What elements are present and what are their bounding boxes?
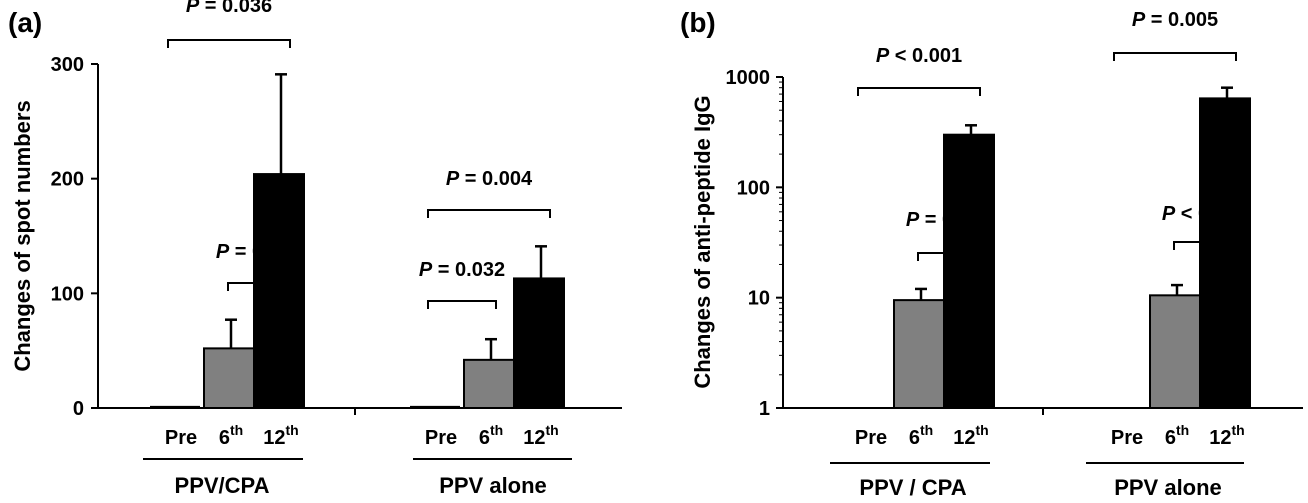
bar [1149, 294, 1201, 409]
bar [893, 299, 945, 409]
significance-label: P = 0.036 [186, 0, 272, 17]
bar [943, 133, 995, 409]
group-name: PPV alone [1114, 475, 1222, 500]
x-category-label: 12th [263, 422, 298, 449]
x-category-label: 6th [219, 422, 243, 449]
significance-bracket [167, 39, 291, 48]
p-symbol: P [419, 259, 433, 281]
p-symbol: P [446, 168, 460, 190]
x-category-superscript: th [976, 422, 989, 438]
significance-bracket [857, 87, 981, 96]
p-value: = 0.036 [199, 0, 272, 17]
x-category-superscript: th [490, 422, 503, 438]
significance-label: P < 0.001 [1162, 203, 1248, 225]
group-name: PPV/CPA [175, 473, 270, 498]
p-value: = 0.032 [432, 259, 505, 281]
p-symbol: P [216, 241, 230, 263]
x-category-label: 6th [479, 422, 503, 449]
p-value: < 0.001 [889, 45, 962, 67]
p-value: < 0.001 [1175, 203, 1248, 225]
p-symbol: P [906, 209, 920, 231]
p-value: = 0.005 [1145, 9, 1218, 31]
group-name: PPV alone [439, 473, 547, 498]
significance-bracket [1173, 241, 1237, 250]
x-category-label: 6th [909, 422, 933, 449]
p-symbol: P [1162, 203, 1176, 225]
x-category-label: Pre [165, 427, 197, 449]
significance-label: P = 0.004 [446, 168, 533, 190]
y-axis-label: Changes of spot numbers [10, 100, 35, 371]
x-category-superscript: th [1232, 422, 1245, 438]
p-symbol: P [186, 0, 200, 17]
p-value: = 0.007 [919, 209, 992, 231]
panel-label: (b) [680, 7, 716, 38]
x-category-superscript: th [546, 422, 559, 438]
significance-bracket [427, 209, 551, 218]
panel-label: (a) [8, 7, 42, 38]
significance-label: P = 0.007 [906, 209, 992, 231]
y-tick-label: 100 [737, 177, 770, 199]
panel-a: (a) Changes of spot numbers 0 100 200 300 Pre 6… [8, 0, 622, 498]
bar [253, 173, 305, 409]
significance-label: P = 0.005 [1132, 9, 1218, 31]
x-category-superscript: th [920, 422, 933, 438]
significance-label: P < 0.001 [876, 45, 962, 67]
p-value: = 0.004 [459, 168, 533, 190]
x-category-label: 12th [1209, 422, 1244, 449]
y-tick-label: 10 [748, 288, 770, 310]
group-name: PPV / CPA [859, 475, 966, 500]
y-tick-label: 100 [51, 283, 84, 305]
bar [513, 277, 565, 409]
x-category-label: 6th [1165, 422, 1189, 449]
bar [203, 347, 255, 409]
y-tick-label: 0 [73, 398, 84, 420]
x-category-label: Pre [855, 427, 887, 449]
significance-bracket [427, 300, 497, 309]
y-tick-label: 200 [51, 169, 84, 191]
x-category-label: Pre [425, 427, 457, 449]
significance-bracket [917, 252, 981, 261]
significance-label: P = 0.032 [419, 259, 505, 281]
x-category-label: Pre [1111, 427, 1143, 449]
significance-label: P = 0.065 [216, 241, 302, 263]
p-symbol: P [876, 45, 890, 67]
x-category-superscript: th [286, 422, 299, 438]
x-category-superscript: th [1176, 422, 1189, 438]
x-category-label: 12th [953, 422, 988, 449]
p-symbol: P [1132, 9, 1146, 31]
significance-bracket [227, 282, 291, 291]
p-value: = 0.065 [229, 241, 302, 263]
y-tick-label: 1 [759, 398, 770, 420]
y-tick-label: 1000 [726, 67, 771, 89]
significance-bracket [1113, 52, 1237, 61]
panel-b: (b) Changes of anti-peptide IgG 1 10 100 1000… [680, 7, 1303, 500]
bar [463, 358, 515, 409]
x-category-superscript: th [230, 422, 243, 438]
y-tick-label: 300 [51, 54, 84, 76]
x-category-label: 12th [523, 422, 558, 449]
y-axis-label: Changes of anti-peptide IgG [690, 95, 715, 388]
bar [1199, 97, 1251, 410]
